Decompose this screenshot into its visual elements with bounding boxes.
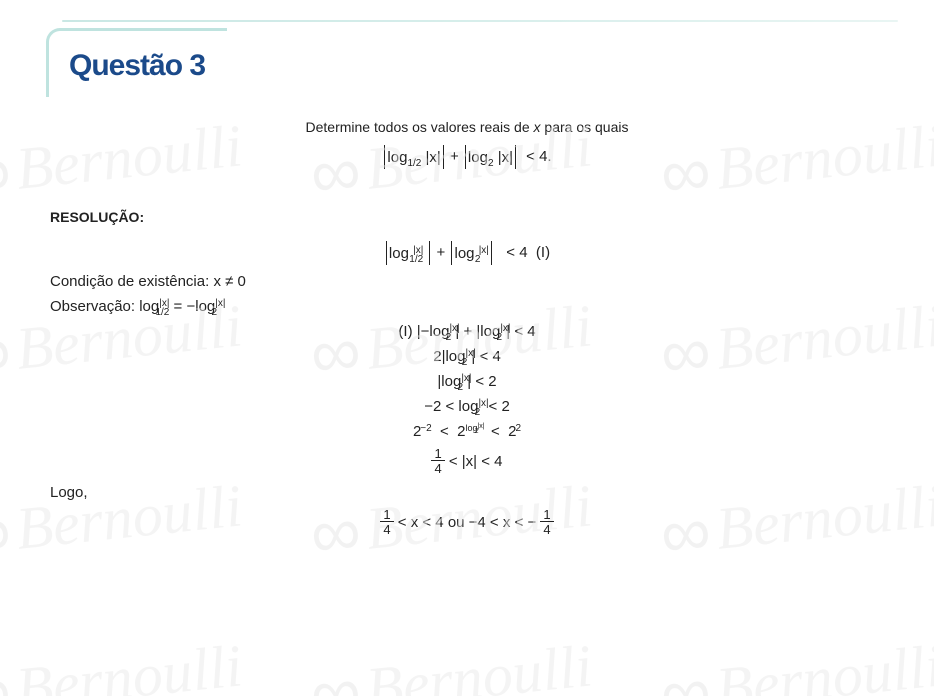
logo-label: Logo, bbox=[50, 484, 884, 501]
step-1: (I) |−log|x|2 | + |log|x|2 | < 4 bbox=[50, 323, 884, 340]
problem-statement: Determine todos os valores reais de x pa… bbox=[50, 119, 884, 135]
content: Determine todos os valores reais de x pa… bbox=[50, 119, 884, 537]
title-tab: Questão 3 bbox=[46, 28, 227, 97]
step-2: 2|log|x|2 | < 4 bbox=[50, 348, 884, 365]
watermark: ∞Bernoulli bbox=[0, 625, 246, 696]
watermark: ∞Bernoulli bbox=[657, 625, 934, 696]
question-title: Questão 3 bbox=[69, 49, 205, 82]
watermark: ∞Bernoulli bbox=[307, 625, 596, 696]
lead-variable: x bbox=[534, 119, 541, 135]
observation: Observação: log|x|1/2 = −log|x|2 bbox=[50, 298, 884, 315]
section-resolucao: RESOLUÇÃO: bbox=[50, 209, 884, 225]
lead-suffix: para os quais bbox=[541, 119, 629, 135]
problem-formula: log1/2 |x| + log2 |x| < 4. bbox=[50, 145, 884, 169]
final-answer: 14 < x < 4 ou −4 < x < − 14 bbox=[50, 509, 884, 537]
page: ∞Bernoulli ∞Bernoulli ∞Bernoulli ∞Bernou… bbox=[0, 0, 934, 696]
step-4: −2 < log|x|2 < 2 bbox=[50, 398, 884, 415]
lt4: < 4. bbox=[526, 148, 551, 165]
step-5: 2−2 < 2log|x|2 < 22 bbox=[50, 423, 884, 440]
header-rule bbox=[62, 20, 898, 22]
step-I: log |x|1/2 + log |x|2 < 4 (I) bbox=[50, 241, 884, 265]
step-3: |log|x|2 | < 2 bbox=[50, 373, 884, 390]
step-6: 14 < |x| < 4 bbox=[50, 448, 884, 476]
lead-prefix: Determine todos os valores reais de bbox=[306, 119, 534, 135]
existence-condition: Condição de existência: x ≠ 0 bbox=[50, 273, 884, 290]
